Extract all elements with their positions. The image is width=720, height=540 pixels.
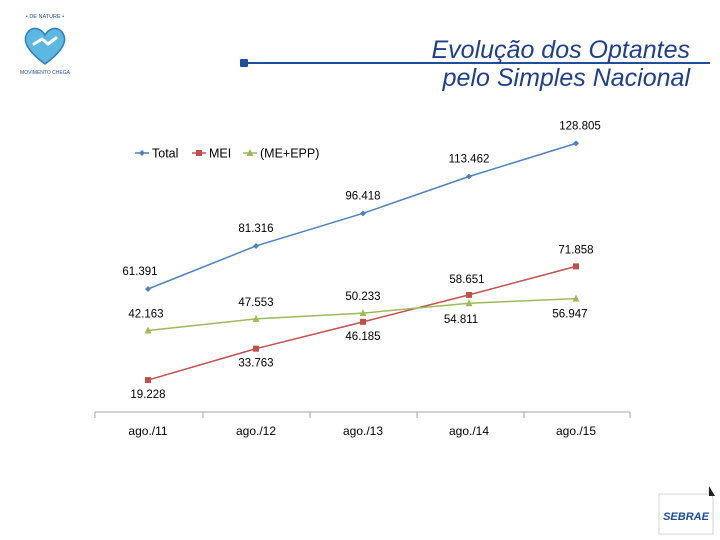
series-1-data-label-0: 19.228 xyxy=(130,389,165,401)
series-1-point-1 xyxy=(253,345,259,352)
series-2-data-label-1: 47.553 xyxy=(238,297,273,309)
series-1-data-label-4: 71.858 xyxy=(558,244,593,256)
legend-label-1: MEI xyxy=(209,147,231,161)
series-1-data-label-2: 46.185 xyxy=(345,331,380,343)
series-2-point-4 xyxy=(572,294,580,302)
x-tick-label-4: ago./15 xyxy=(556,424,596,438)
legend-label-0: Total xyxy=(152,147,178,161)
legend-marker-2 xyxy=(246,149,254,156)
series-0-data-label-2: 96.418 xyxy=(345,190,380,202)
series-1-point-3 xyxy=(466,291,472,298)
series-0-point-2 xyxy=(360,210,366,217)
series-0-point-3 xyxy=(466,173,472,180)
series-1-point-2 xyxy=(360,318,366,325)
legend-marker-0 xyxy=(139,150,145,156)
series-0-data-label-0: 61.391 xyxy=(122,266,157,278)
legend-marker-1 xyxy=(196,150,202,156)
series-0-point-1 xyxy=(253,242,259,249)
page-title: Evolução dos Optantes pelo Simples Nacio… xyxy=(330,36,690,92)
x-tick-label-2: ago./13 xyxy=(343,424,383,438)
svg-text:• DE NATURE •: • DE NATURE • xyxy=(26,14,64,20)
series-1-point-0 xyxy=(145,377,151,384)
sebrae-logo: SEBRAE xyxy=(658,486,715,535)
series-1-point-4 xyxy=(573,263,579,270)
series-2-data-label-4: 56.947 xyxy=(552,309,587,321)
series-2-data-label-2: 50.233 xyxy=(345,291,380,303)
x-tick-label-3: ago./14 xyxy=(449,424,489,438)
svg-text:MOVIMENTO CHEGA: MOVIMENTO CHEGA xyxy=(20,70,71,76)
x-tick-label-1: ago./12 xyxy=(236,424,276,438)
title-line-2: pelo Simples Nacional xyxy=(438,64,690,92)
series-0-data-label-4: 128.805 xyxy=(559,120,601,132)
series-2-data-label-3: 54.811 xyxy=(444,314,478,326)
series-2-point-1 xyxy=(252,314,260,322)
series-1-data-label-1: 33.763 xyxy=(238,358,273,370)
series-2-point-3 xyxy=(465,299,473,307)
series-2-point-2 xyxy=(359,309,367,317)
series-2-data-label-0: 42.163 xyxy=(128,309,163,321)
title-rule-marker xyxy=(240,59,248,67)
title-line-1: Evolução dos Optantes xyxy=(431,36,691,64)
series-2-point-0 xyxy=(144,326,152,334)
series-0-data-label-3: 113.462 xyxy=(449,154,490,166)
series-0-point-0 xyxy=(145,285,151,292)
series-0-data-label-1: 81.316 xyxy=(238,223,273,235)
legend-label-2: (ME+EPP) xyxy=(260,147,319,161)
series-line-0 xyxy=(147,142,577,290)
sebrae-label: SEBRAE xyxy=(663,511,710,523)
title-rule xyxy=(244,62,710,64)
x-tick-label-0: ago./11 xyxy=(128,424,167,438)
series-1-data-label-3: 58.651 xyxy=(449,274,484,286)
heart-handshake-logo: • DE NATURE • MOVIMENTO CHEGA xyxy=(9,7,81,79)
series-0-point-4 xyxy=(573,140,579,147)
